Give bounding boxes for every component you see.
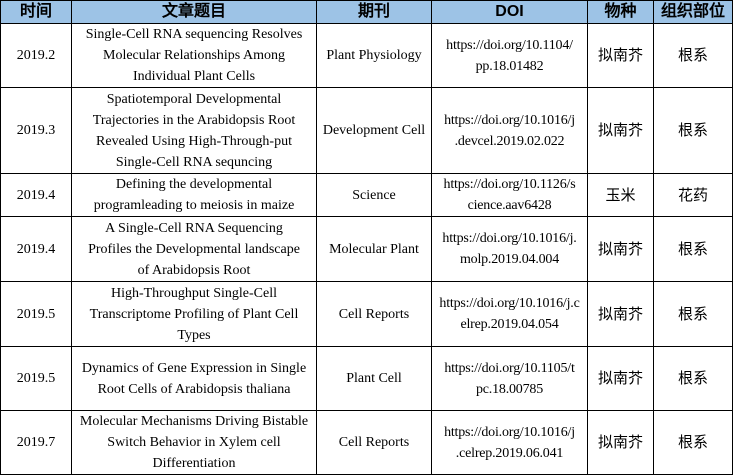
table-row: 2019.7 Molecular Mechanisms Driving Bista… [0,410,733,475]
header-doi: DOI [431,0,588,24]
cell-journal: Science [316,173,432,217]
cell-title: Defining the developmental programleadin… [71,173,317,217]
header-row: 时间 文章题目 期刊 DOI 物种 组织部位 [0,0,733,24]
header-title: 文章题目 [71,0,317,24]
cell-species: 拟南芥 [587,87,654,174]
cell-species: 拟南芥 [587,23,654,88]
cell-species: 玉米 [587,173,654,217]
table-row: 2019.4 A Single-Cell RNA Sequencing Profi… [0,216,733,282]
cell-title: Spatiotemporal Developmental Trajectorie… [71,87,317,174]
cell-title: Single-Cell RNA sequencing Resolves Mole… [71,23,317,88]
cell-doi: https://doi.org/10.1104/ pp.18.01482 [431,23,588,88]
cell-tissue: 根系 [653,87,733,174]
cell-title: A Single-Cell RNA Sequencing Profiles th… [71,216,317,282]
table-row: 2019.2 Single-Cell RNA sequencing Resolve… [0,23,733,88]
cell-tissue: 根系 [653,410,733,475]
header-journal: 期刊 [316,0,432,24]
cell-date: 2019.4 [0,216,72,282]
cell-journal: Plant Physiology [316,23,432,88]
header-tissue: 组织部位 [653,0,733,24]
cell-date: 2019.7 [0,410,72,475]
cell-tissue: 根系 [653,23,733,88]
cell-journal: Plant Cell [316,346,432,411]
cell-title: High-Throughput Single-Cell Transcriptom… [71,281,317,347]
cell-species: 拟南芥 [587,281,654,347]
header-date: 时间 [0,0,72,24]
cell-species: 拟南芥 [587,410,654,475]
cell-doi: https://doi.org/10.1016/j .celrep.2019.0… [431,410,588,475]
cell-journal: Development Cell [316,87,432,174]
cell-tissue: 根系 [653,346,733,411]
cell-date: 2019.5 [0,281,72,347]
cell-title: Dynamics of Gene Expression in Single Ro… [71,346,317,411]
cell-date: 2019.4 [0,173,72,217]
cell-tissue: 花药 [653,173,733,217]
cell-species: 拟南芥 [587,346,654,411]
cell-doi: https://doi.org/10.1105/t pc.18.00785 [431,346,588,411]
cell-title: Molecular Mechanisms Driving Bistable Sw… [71,410,317,475]
cell-date: 2019.2 [0,23,72,88]
header-species: 物种 [587,0,654,24]
cell-journal: Cell Reports [316,281,432,347]
cell-date: 2019.3 [0,87,72,174]
cell-doi: https://doi.org/10.1016/j.c elrep.2019.0… [431,281,588,347]
table-row: 2019.3 Spatiotemporal Developmental Traje… [0,87,733,174]
cell-tissue: 根系 [653,281,733,347]
cell-species: 拟南芥 [587,216,654,282]
cell-doi: https://doi.org/10.1016/j .devcel.2019.0… [431,87,588,174]
cell-doi: https://doi.org/10.1126/s cience.aav6428 [431,173,588,217]
cell-journal: Cell Reports [316,410,432,475]
cell-date: 2019.5 [0,346,72,411]
table-row: 2019.4 Defining the developmental program… [0,173,733,217]
table-row: 2019.5 Dynamics of Gene Expression in Sin… [0,346,733,411]
table-row: 2019.5 High-Throughput Single-Cell Transc… [0,281,733,347]
cell-journal: Molecular Plant [316,216,432,282]
cell-tissue: 根系 [653,216,733,282]
cell-doi: https://doi.org/10.1016/j. molp.2019.04.… [431,216,588,282]
